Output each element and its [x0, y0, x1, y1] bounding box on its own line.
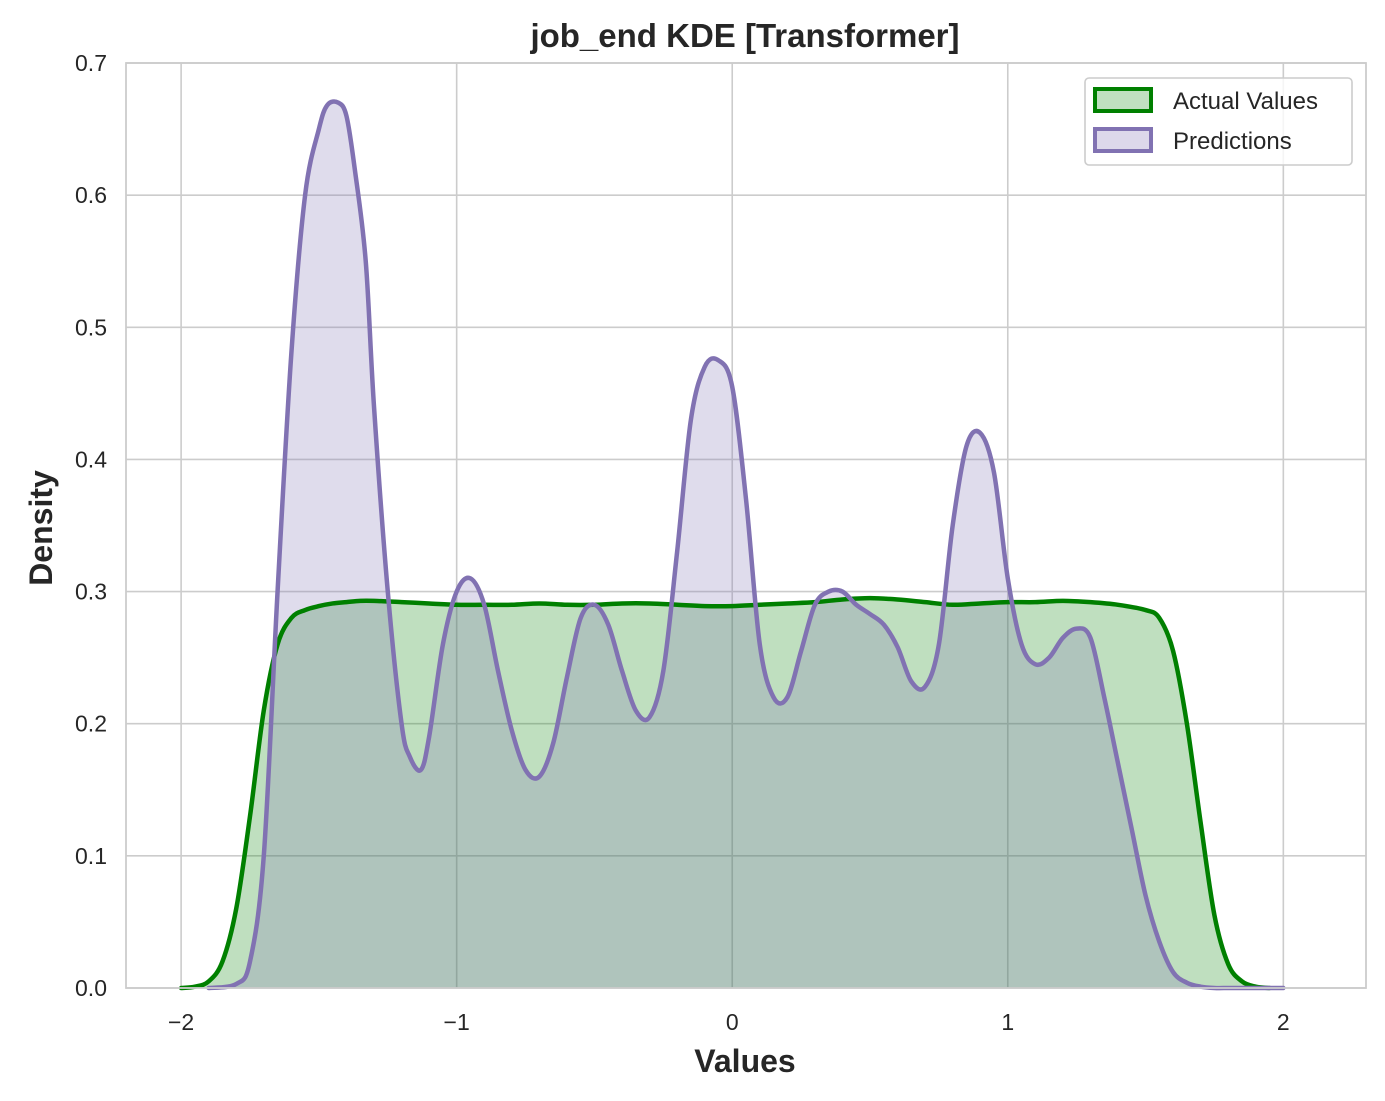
y-axis-label: Density — [23, 470, 59, 586]
series-layer — [178, 99, 1286, 991]
tick-labels: −2 −1 0 1 2 0.0 0.1 0.2 0.3 0.4 0.5 0.6 0.7 — [75, 50, 1290, 1035]
y-tick-label: 0.2 — [75, 711, 107, 737]
x-tick-label: −1 — [444, 1009, 470, 1035]
chart-title: job_end KDE [Transformer] — [529, 17, 959, 54]
x-tick-label: 0 — [726, 1009, 739, 1035]
y-tick-label: 0.0 — [75, 975, 107, 1001]
y-tick-label: 0.6 — [75, 182, 107, 208]
x-tick-label: 2 — [1277, 1009, 1290, 1035]
legend-swatch-actual-values — [1093, 87, 1153, 113]
legend: Actual Values Predictions — [1084, 77, 1353, 166]
y-tick-label: 0.3 — [75, 579, 107, 605]
y-tick-label: 0.4 — [75, 446, 107, 472]
plot-frame — [125, 62, 1367, 989]
y-tick-label: 0.1 — [75, 843, 107, 869]
x-axis-label: Values — [694, 1043, 795, 1079]
y-tick-label: 0.7 — [75, 50, 107, 76]
y-tick-label: 0.5 — [75, 314, 107, 340]
line-predictions — [206, 99, 1286, 991]
line-actual-values — [178, 595, 1272, 991]
area-actual-values — [181, 598, 1270, 988]
x-tick-label: 1 — [1001, 1009, 1014, 1035]
area-predictions — [208, 101, 1284, 989]
x-tick-label: −2 — [168, 1009, 194, 1035]
legend-label-actual-values: Actual Values — [1173, 88, 1318, 115]
legend-swatch-predictions — [1093, 127, 1153, 153]
legend-label-predictions: Predictions — [1173, 128, 1292, 155]
